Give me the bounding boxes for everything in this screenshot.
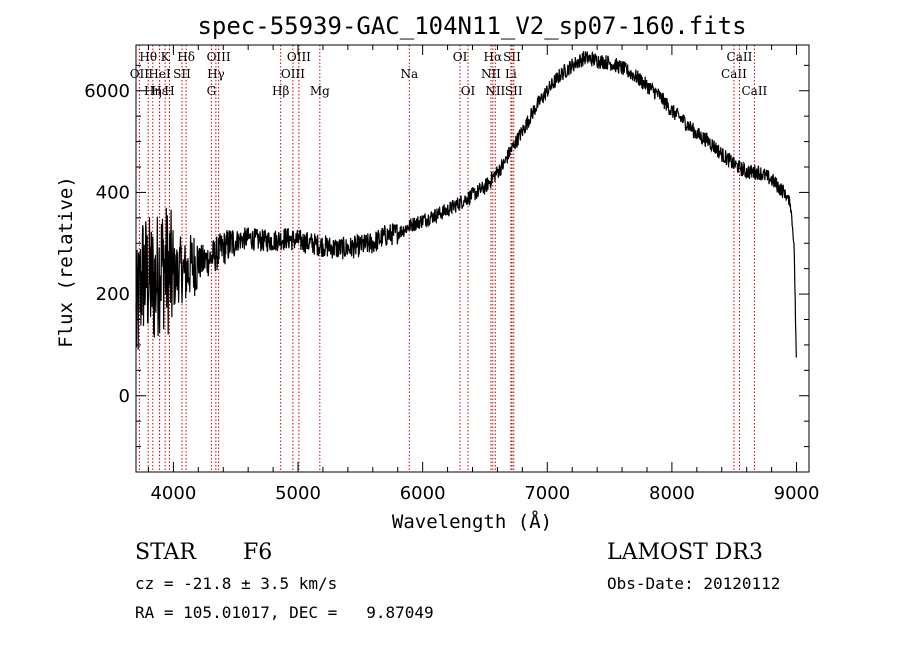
y-tick-label: 0	[119, 386, 130, 407]
line-label: CaII	[741, 84, 767, 98]
x-tick-label: 6000	[400, 483, 446, 504]
line-label: H	[164, 84, 174, 98]
x-axis-ticks: 4000 5000 6000 7000 8000 9000	[147, 45, 820, 504]
line-label: HeI	[148, 67, 171, 81]
line-label: Hδ	[177, 50, 195, 64]
line-label: OI	[461, 84, 476, 98]
line-label: Hα	[484, 50, 503, 64]
x-tick-label: 9000	[774, 483, 820, 504]
observation-date: Obs-Date: 20120112	[607, 574, 781, 593]
line-label: Hβ	[272, 84, 289, 98]
line-label: SII	[505, 84, 523, 98]
spectrum-chart: spec-55939-GAC_104N11_V2_sp07-160.fits H…	[55, 12, 820, 533]
line-label: Li	[505, 67, 517, 81]
line-label: OIII	[281, 67, 305, 81]
x-axis-label: Wavelength (Å)	[392, 510, 552, 533]
redshift-readout: cz = -21.8 ± 3.5 km/s	[135, 574, 338, 593]
x-tick-label: 4000	[150, 483, 196, 504]
survey-name: LAMOST DR3	[607, 540, 763, 565]
spectrum-line	[135, 50, 797, 358]
line-label: Hη	[144, 84, 162, 98]
object-class: STAR	[135, 540, 196, 565]
line-label: K	[161, 50, 171, 64]
line-label: SII	[173, 67, 191, 81]
y-axis-ticks: 0 200 400 6000	[84, 64, 809, 448]
line-label: Hγ	[207, 67, 225, 81]
line-label: SII	[503, 50, 521, 64]
line-label: OIII	[287, 50, 311, 64]
line-label: NII	[481, 67, 501, 81]
y-tick-label: 200	[96, 284, 130, 305]
y-tick-label: 6000	[84, 81, 130, 102]
plot-frame	[135, 44, 810, 473]
line-label: Mg	[310, 84, 330, 98]
y-tick-label: 400	[96, 182, 130, 203]
line-label: OII	[130, 67, 150, 81]
line-label: CaII	[721, 67, 747, 81]
x-tick-label: 8000	[649, 483, 695, 504]
line-label: G	[207, 84, 217, 98]
line-label: OIII	[207, 50, 231, 64]
line-label: CaII	[727, 50, 753, 64]
coordinates: RA = 105.01017, DEC = 9.87049	[135, 603, 434, 622]
chart-title: spec-55939-GAC_104N11_V2_sp07-160.fits	[197, 12, 746, 40]
line-label: Na	[400, 67, 418, 81]
x-tick-label: 7000	[524, 483, 570, 504]
line-label: Hθ	[139, 50, 157, 64]
line-label: NII	[485, 84, 505, 98]
x-tick-label: 5000	[275, 483, 321, 504]
y-axis-label: Flux (relative)	[55, 176, 77, 348]
line-label: OI	[453, 50, 468, 64]
object-subclass: F6	[243, 540, 273, 565]
